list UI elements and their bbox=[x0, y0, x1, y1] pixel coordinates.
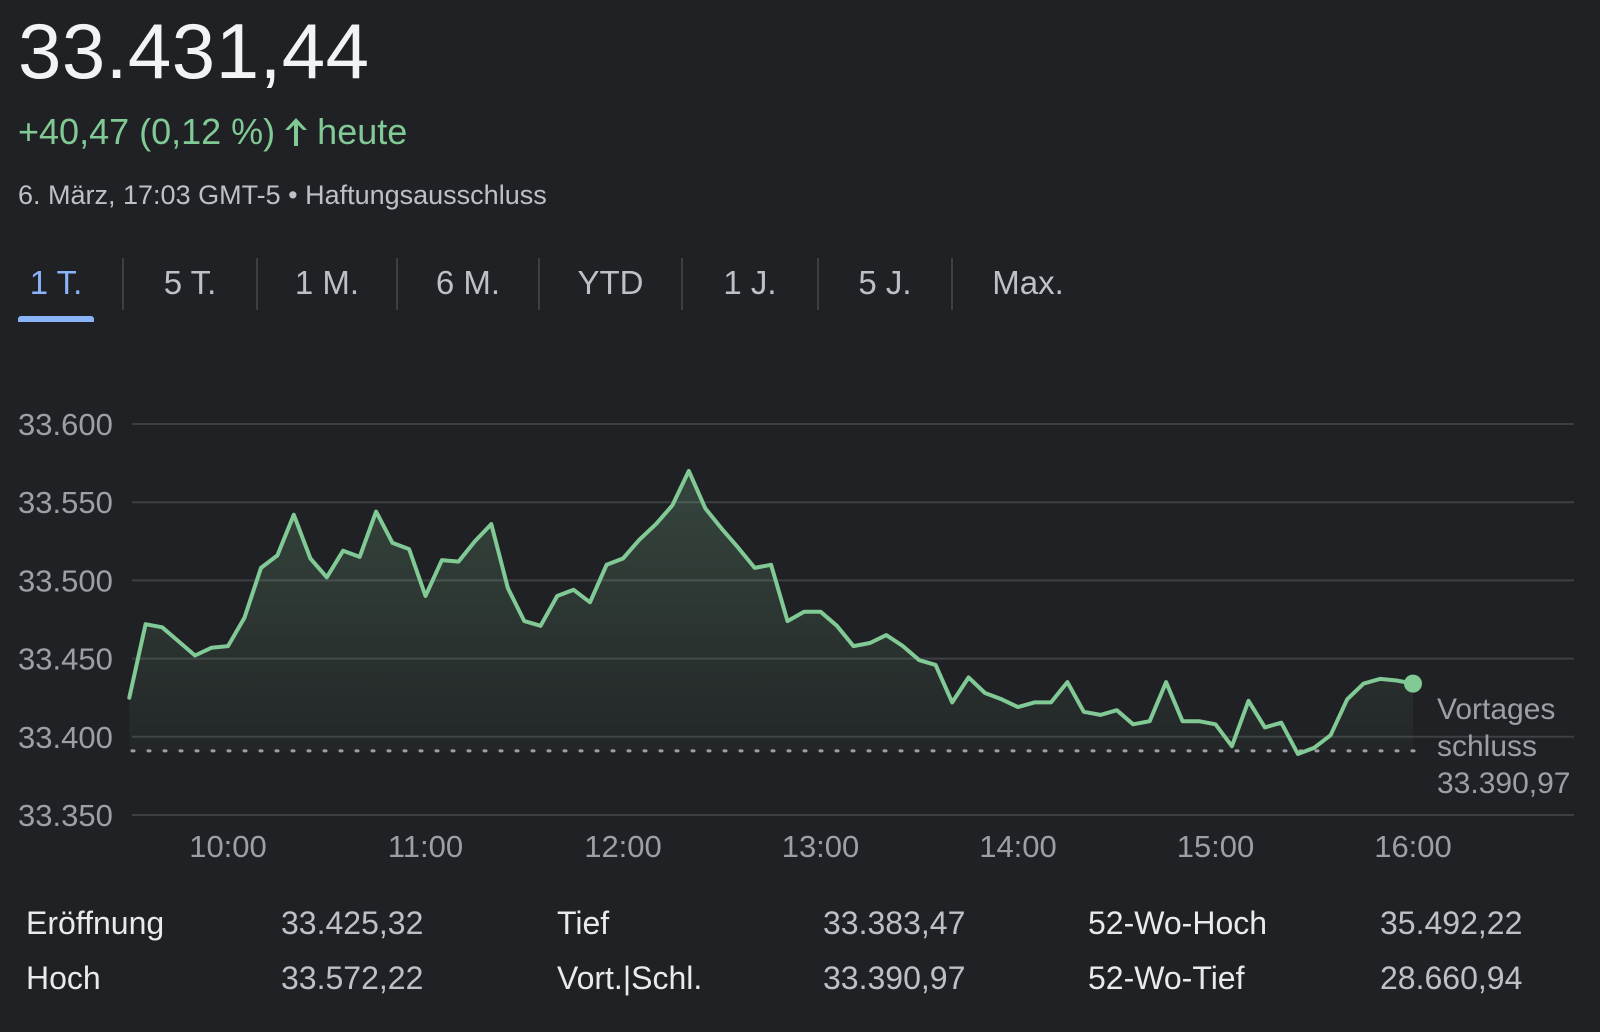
range-tabs: 1 T. 5 T. 1 M. 6 M. YTD 1 J. 5 J. Max. bbox=[18, 258, 1103, 322]
tab-divider bbox=[817, 258, 819, 310]
stat-label-high: Hoch bbox=[26, 960, 101, 996]
y-tick-label: 33.600 bbox=[18, 407, 113, 442]
x-tick-label: 10:00 bbox=[189, 829, 267, 864]
stat-value-low: 33.383,47 bbox=[823, 905, 966, 941]
previous-close-label-line1: Vortages bbox=[1437, 693, 1555, 726]
tab-divider bbox=[951, 258, 953, 310]
price-line bbox=[127, 468, 1415, 756]
price-area-fill bbox=[129, 470, 1413, 754]
x-tick-label: 13:00 bbox=[782, 829, 860, 864]
y-tick-label: 33.400 bbox=[18, 720, 113, 755]
stat-label-low: Tief bbox=[557, 905, 610, 941]
intraday-chart[interactable]: 33.600 33.550 33.500 33.450 33.400 33.350 10:… bbox=[0, 380, 1600, 880]
tab-divider bbox=[256, 258, 258, 310]
tab-5-days[interactable]: 5 T. bbox=[163, 264, 217, 301]
y-tick-label: 33.450 bbox=[18, 642, 113, 677]
arrow-up-icon bbox=[285, 118, 308, 146]
x-tick-label: 16:00 bbox=[1374, 829, 1452, 864]
stat-value-high: 33.572,22 bbox=[281, 960, 424, 996]
stat-label-52w-high: 52-Wo-Hoch bbox=[1088, 905, 1268, 941]
timestamp: 6. März, 17:03 GMT-5 bbox=[18, 180, 281, 210]
price-change: +40,47 (0,12 %) heute bbox=[18, 110, 407, 154]
stat-value-prev-close: 33.390,97 bbox=[823, 960, 966, 996]
y-tick-label: 33.350 bbox=[18, 798, 113, 833]
stat-label-prev-close: Vort.|Schl. bbox=[557, 960, 703, 996]
key-stats: Eröffnung 33.425,32 Hoch 33.572,22 Tief … bbox=[0, 895, 1600, 1025]
last-price-marker bbox=[1404, 674, 1422, 693]
y-axis-labels: 33.600 33.550 33.500 33.450 33.400 33.350 bbox=[18, 407, 113, 833]
meta-separator: • bbox=[288, 180, 298, 210]
previous-close-value: 33.390,97 bbox=[1437, 767, 1570, 800]
stat-value-open: 33.425,32 bbox=[281, 905, 424, 941]
tab-6-months[interactable]: 6 M. bbox=[435, 264, 501, 301]
y-tick-label: 33.500 bbox=[18, 563, 113, 598]
price-series bbox=[127, 468, 1422, 756]
disclaimer-link[interactable]: Haftungsausschluss bbox=[305, 180, 547, 210]
stat-value-52w-low: 28.660,94 bbox=[1380, 960, 1523, 996]
tab-divider bbox=[396, 258, 398, 310]
tab-divider bbox=[681, 258, 683, 310]
y-tick-label: 33.550 bbox=[18, 485, 113, 520]
stat-label-52w-low: 52-Wo-Tief bbox=[1088, 960, 1245, 996]
tab-1-month[interactable]: 1 M. bbox=[294, 264, 360, 301]
current-price: 33.431,44 bbox=[18, 7, 370, 95]
tab-divider bbox=[538, 258, 540, 310]
x-tick-label: 12:00 bbox=[584, 829, 662, 864]
quote-meta: 6. März, 17:03 GMT-5 • Haftungsausschlus… bbox=[18, 178, 547, 212]
change-value: +40,47 (0,12 %) bbox=[18, 111, 276, 152]
tab-5-years[interactable]: 5 J. bbox=[858, 264, 912, 301]
tab-ytd[interactable]: YTD bbox=[577, 264, 644, 301]
x-tick-label: 11:00 bbox=[388, 829, 463, 864]
previous-close-label-line2: schluss bbox=[1437, 730, 1537, 763]
tab-1-day[interactable]: 1 T. bbox=[18, 258, 94, 322]
x-tick-label: 15:00 bbox=[1177, 829, 1255, 864]
tab-max[interactable]: Max. bbox=[992, 264, 1064, 301]
tab-1-year[interactable]: 1 J. bbox=[723, 264, 777, 301]
change-period: heute bbox=[317, 111, 408, 152]
previous-close-label: Vortages schluss 33.390,97 bbox=[1437, 693, 1570, 800]
stat-label-open: Eröffnung bbox=[26, 905, 165, 941]
stat-value-52w-high: 35.492,22 bbox=[1380, 905, 1523, 941]
x-tick-label: 14:00 bbox=[979, 829, 1057, 864]
x-axis-labels: 10:00 11:00 12:00 13:00 14:00 15:00 16:00 bbox=[189, 829, 1452, 864]
tab-divider bbox=[122, 258, 124, 310]
